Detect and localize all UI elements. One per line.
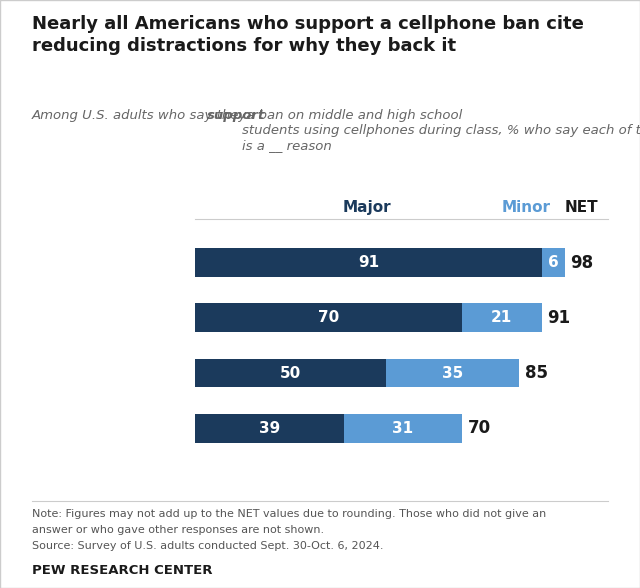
Bar [195,248,541,277]
Bar [195,359,385,387]
Text: 98: 98 [570,253,593,272]
Bar [462,303,541,332]
Text: Nearly all Americans who support a cellphone ban cite
reducing distractions for : Nearly all Americans who support a cellp… [32,15,584,55]
Text: 91: 91 [547,309,571,327]
Bar [541,248,564,277]
Bar [195,303,462,332]
Bar [344,414,462,443]
Text: 21: 21 [491,310,513,325]
Text: 35: 35 [442,366,463,380]
Text: NET: NET [564,199,598,215]
Text: a ban on middle and high school
students using cellphones during class, % who sa: a ban on middle and high school students… [242,109,640,152]
Text: Among U.S. adults who say they: Among U.S. adults who say they [32,109,252,122]
Text: 91: 91 [358,255,379,270]
Text: support: support [207,109,266,122]
Text: Major: Major [342,199,391,215]
Text: Note: Figures may not add up to the NET values due to rounding. Those who did no: Note: Figures may not add up to the NET … [32,509,547,519]
Text: 70: 70 [318,310,339,325]
Bar [195,414,344,443]
Text: 85: 85 [525,364,548,382]
Text: answer or who gave other responses are not shown.: answer or who gave other responses are n… [32,525,324,535]
Text: Source: Survey of U.S. adults conducted Sept. 30-Oct. 6, 2024.: Source: Survey of U.S. adults conducted … [32,541,383,551]
Bar [385,359,519,387]
Text: PEW RESEARCH CENTER: PEW RESEARCH CENTER [32,564,212,577]
Text: 6: 6 [548,255,559,270]
Text: 31: 31 [392,421,413,436]
Text: 39: 39 [259,421,280,436]
Text: Minor: Minor [502,199,551,215]
Text: 50: 50 [280,366,301,380]
Text: 70: 70 [467,419,491,437]
